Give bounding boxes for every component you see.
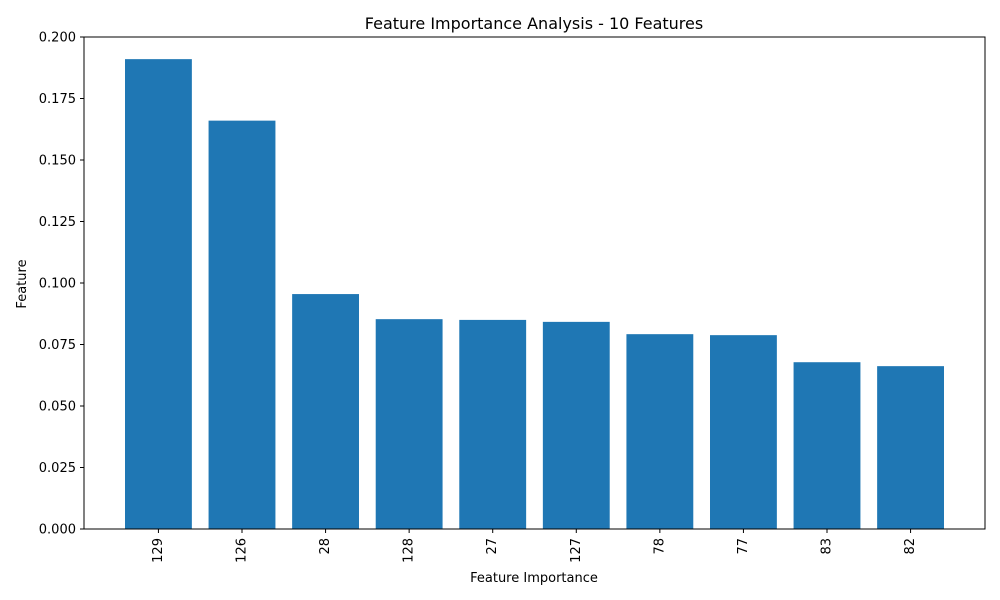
- y-tick-label: 0.200: [39, 31, 76, 46]
- x-tick-label: 27: [485, 538, 500, 555]
- bar-127: [542, 321, 610, 529]
- x-axis-ticks: 129 126 28 128 27 127 78 77 83 82: [151, 529, 918, 563]
- y-tick-label: 0.050: [39, 400, 76, 415]
- x-tick-label: 77: [736, 538, 751, 555]
- y-tick-label: 0.125: [39, 215, 76, 230]
- x-tick-label: 83: [820, 538, 835, 555]
- x-tick-label: 126: [235, 538, 250, 563]
- x-tick-label: 78: [652, 538, 667, 555]
- bar-78: [626, 334, 694, 529]
- x-tick-label: 129: [151, 538, 166, 563]
- y-axis-label: Feature: [15, 259, 30, 308]
- bar-77: [710, 335, 777, 529]
- bar-128: [375, 319, 443, 529]
- y-tick-label: 0.000: [39, 523, 76, 538]
- y-tick-label: 0.075: [39, 338, 76, 353]
- bar-82: [877, 366, 944, 529]
- y-tick-label: 0.025: [39, 461, 76, 476]
- y-axis-ticks: 0.000 0.025 0.050 0.075 0.100 0.125 0.150 0.175…: [39, 31, 84, 538]
- y-tick-label: 0.150: [39, 154, 76, 169]
- x-axis-label: Feature Importance: [470, 571, 598, 586]
- y-tick-label: 0.175: [39, 92, 76, 107]
- bar-126: [208, 120, 276, 529]
- bar-129: [125, 59, 192, 529]
- x-tick-label: 127: [569, 538, 584, 563]
- bar-28: [292, 294, 359, 529]
- bar-83: [793, 362, 861, 529]
- x-tick-label: 82: [903, 538, 918, 555]
- chart-title: Feature Importance Analysis - 10 Feature…: [365, 14, 703, 33]
- y-tick-label: 0.100: [39, 277, 76, 292]
- x-tick-label: 28: [318, 538, 333, 555]
- plot-frame: [83, 36, 986, 530]
- x-tick-label: 128: [402, 538, 417, 563]
- bars: [125, 59, 944, 529]
- bar-27: [459, 319, 527, 529]
